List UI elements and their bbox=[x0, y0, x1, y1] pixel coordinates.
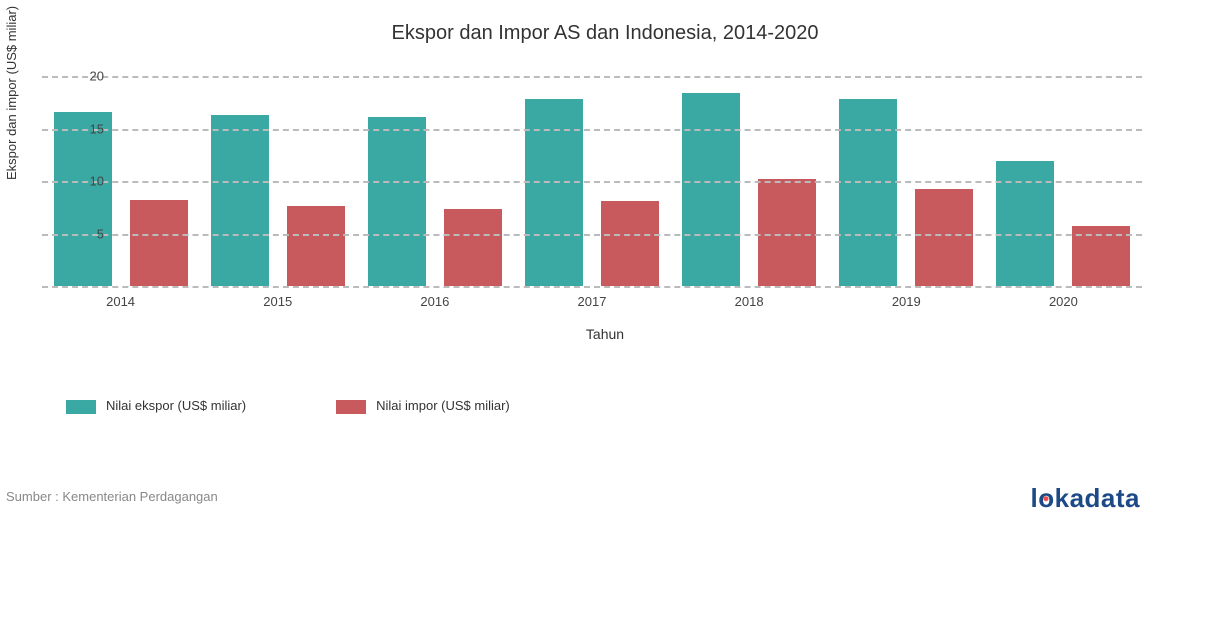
y-axis-label: Ekspor dan impor (US$ miliar) bbox=[4, 6, 19, 180]
x-tick-label: 2017 bbox=[513, 294, 670, 309]
bar-ekspor bbox=[368, 117, 426, 286]
bar-ekspor bbox=[996, 161, 1054, 286]
bar-ekspor bbox=[682, 93, 740, 286]
bar-impor bbox=[287, 206, 345, 286]
bar-impor bbox=[444, 209, 502, 286]
legend-swatch bbox=[336, 400, 366, 414]
legend-label: Nilai ekspor (US$ miliar) bbox=[106, 398, 246, 413]
x-tick-label: 2018 bbox=[671, 294, 828, 309]
grid-line bbox=[42, 129, 1142, 131]
bar-impor bbox=[130, 200, 188, 286]
bar-impor bbox=[758, 179, 816, 286]
legend-item: Nilai impor (US$ miliar) bbox=[336, 398, 510, 414]
bar-impor bbox=[915, 189, 973, 286]
legend-item: Nilai ekspor (US$ miliar) bbox=[66, 398, 246, 414]
bar-ekspor bbox=[839, 99, 897, 286]
bar-ekspor bbox=[525, 99, 583, 286]
grid-line bbox=[42, 234, 1142, 236]
bar-ekspor bbox=[54, 112, 112, 286]
bar-impor bbox=[601, 201, 659, 286]
chart-title: Ekspor dan Impor AS dan Indonesia, 2014-… bbox=[0, 22, 1210, 45]
source-text: Sumber : Kementerian Perdagangan bbox=[6, 489, 218, 504]
brand-logo: lokadata bbox=[1030, 483, 1140, 514]
x-axis-label: Tahun bbox=[0, 326, 1210, 342]
legend: Nilai ekspor (US$ miliar) Nilai impor (US… bbox=[66, 398, 600, 414]
x-tick-label: 2016 bbox=[356, 294, 513, 309]
grid-line bbox=[42, 181, 1142, 183]
legend-label: Nilai impor (US$ miliar) bbox=[376, 398, 510, 413]
x-tick-label: 2014 bbox=[42, 294, 199, 309]
bar-ekspor bbox=[211, 115, 269, 286]
x-tick-label: 2019 bbox=[828, 294, 985, 309]
grid-line bbox=[42, 286, 1142, 288]
y-tick-label: 10 bbox=[90, 174, 104, 189]
grid-line bbox=[42, 76, 1142, 78]
x-tick-label: 2015 bbox=[199, 294, 356, 309]
y-tick-label: 15 bbox=[90, 121, 104, 136]
x-tick-label: 2020 bbox=[985, 294, 1142, 309]
y-tick-label: 20 bbox=[90, 69, 104, 84]
y-tick-label: 5 bbox=[97, 226, 104, 241]
plot-area: 2014201520162017201820192020 bbox=[42, 76, 1142, 286]
legend-swatch bbox=[66, 400, 96, 414]
